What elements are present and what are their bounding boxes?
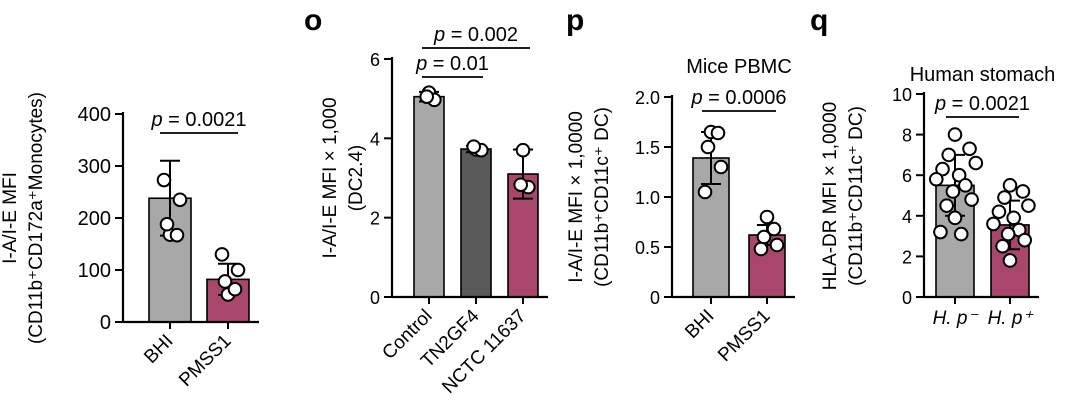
y-tick-label: 0 <box>902 288 912 308</box>
y-tick-label: 2.0 <box>635 88 660 108</box>
data-point <box>991 204 1007 220</box>
data-point <box>513 177 529 193</box>
data-point <box>710 125 726 141</box>
x-tick-label: BHI <box>681 306 718 343</box>
data-point <box>156 172 172 188</box>
data-point <box>227 281 243 297</box>
data-point <box>947 210 963 226</box>
x-tick-label: PMSS1 <box>714 306 774 366</box>
data-point <box>769 237 785 253</box>
y-tick-label: 0.5 <box>635 238 660 258</box>
y-tick-label: 0 <box>650 288 660 308</box>
data-point <box>697 184 713 200</box>
y-axis-label-line: (DC2.4) <box>346 145 367 212</box>
data-point <box>1006 210 1021 226</box>
panel-p: p Mice PBMC I-A/I-E MFI × 1,0000 (CD11b⁺CD1… <box>566 4 795 366</box>
significance-label: p = 0.0006 <box>690 87 786 109</box>
data-point <box>933 224 948 240</box>
data-point <box>928 171 944 187</box>
data-point <box>939 198 954 213</box>
x-tick-label: H. p⁻ <box>933 308 980 329</box>
x-tick-label: BHI <box>140 331 177 368</box>
significance-label: p = 0.0021 <box>934 93 1030 115</box>
y-tick-label: 8 <box>902 126 912 146</box>
y-axis-label-line: I-A/I-E MFI × 1,000 <box>320 97 341 258</box>
chart-title: Human stomach <box>910 64 1056 86</box>
y-tick-label: 10 <box>892 85 912 105</box>
data-point <box>419 89 435 104</box>
data-point <box>1002 253 1018 268</box>
panel-n: I-A/I-E MFI (CD11b⁺CD172a⁺Monocytes) 0 100 2… <box>0 92 259 391</box>
significance-label: p = 0.0021 <box>150 109 246 131</box>
y-tick-label: 4 <box>370 129 380 149</box>
data-point <box>172 192 188 208</box>
y-axis-label-line: I-A/I-E MFI × 1,0000 <box>566 111 587 283</box>
data-point <box>951 167 967 183</box>
data-point <box>756 229 772 245</box>
y-tick-label: 6 <box>902 166 912 186</box>
panel-letter: p <box>566 4 584 37</box>
x-tick-label: PMSS1 <box>175 331 235 391</box>
y-tick-label: 2 <box>902 247 912 267</box>
y-tick-label: 200 <box>78 208 111 230</box>
panel-o: oI-A/I-E MFI × 1,000 (DC2.4)0246ControlTN… <box>304 4 548 398</box>
y-tick-label: 0 <box>370 288 380 308</box>
data-point <box>1015 184 1031 199</box>
data-point <box>159 216 175 232</box>
y-tick-label: 0 <box>100 312 111 334</box>
significance-label: p = 0.002 <box>433 24 518 46</box>
panel-q: q Human stomach HLA-DR MFI × 1,0000 (CD11b⁺… <box>810 4 1055 329</box>
data-point <box>958 178 973 193</box>
y-tick-label: 2 <box>370 209 380 229</box>
y-axis-label-line: I-A/I-E MFI <box>0 172 21 264</box>
data-point <box>964 192 979 207</box>
data-point <box>759 209 775 225</box>
y-tick-label: 1.5 <box>635 138 660 158</box>
data-point <box>995 238 1010 254</box>
data-point <box>945 184 961 199</box>
data-point <box>941 147 957 163</box>
significance-label: p = 0.01 <box>415 53 489 75</box>
panel-letter: q <box>810 4 828 37</box>
data-point <box>230 262 246 278</box>
data-point <box>1021 198 1036 213</box>
data-point <box>997 190 1012 205</box>
data-point <box>214 247 230 262</box>
data-point <box>968 155 984 171</box>
y-axis-label-line: (CD11b⁺CD172a⁺Monocytes) <box>26 92 47 344</box>
data-point <box>947 127 963 142</box>
bar-0 <box>413 95 445 298</box>
y-axis-label-line: (CD11b⁺CD11c⁺ DC) <box>846 106 867 286</box>
data-point <box>700 139 716 155</box>
data-point <box>169 227 185 243</box>
y-axis-label-line: (CD11b⁺CD11c⁺ DC) <box>592 107 613 287</box>
chart-title: Mice PBMC <box>686 56 792 78</box>
y-tick-label: 400 <box>78 104 111 126</box>
y-tick-label: 1.0 <box>635 188 660 208</box>
data-point <box>962 141 977 157</box>
data-point <box>217 274 233 289</box>
data-point <box>466 139 482 154</box>
data-point <box>515 142 531 158</box>
data-point <box>1017 232 1033 248</box>
data-point <box>953 226 969 242</box>
bar-1 <box>460 148 492 298</box>
data-point <box>935 161 950 177</box>
data-point <box>713 159 729 175</box>
data-point <box>766 221 782 237</box>
y-tick-label: 4 <box>902 207 912 227</box>
data-point <box>753 241 769 257</box>
y-axis-label-line: HLA-DR MFI × 1,0000 <box>820 102 841 291</box>
x-tick-label: H. p⁺ <box>988 308 1035 329</box>
data-point <box>986 216 1001 232</box>
y-tick-label: 300 <box>78 156 111 178</box>
y-tick-label: 6 <box>370 50 380 70</box>
y-tick-label: 100 <box>78 260 111 282</box>
data-point <box>1000 226 1016 242</box>
panel-letter: o <box>304 4 322 37</box>
data-point <box>1002 178 1018 193</box>
